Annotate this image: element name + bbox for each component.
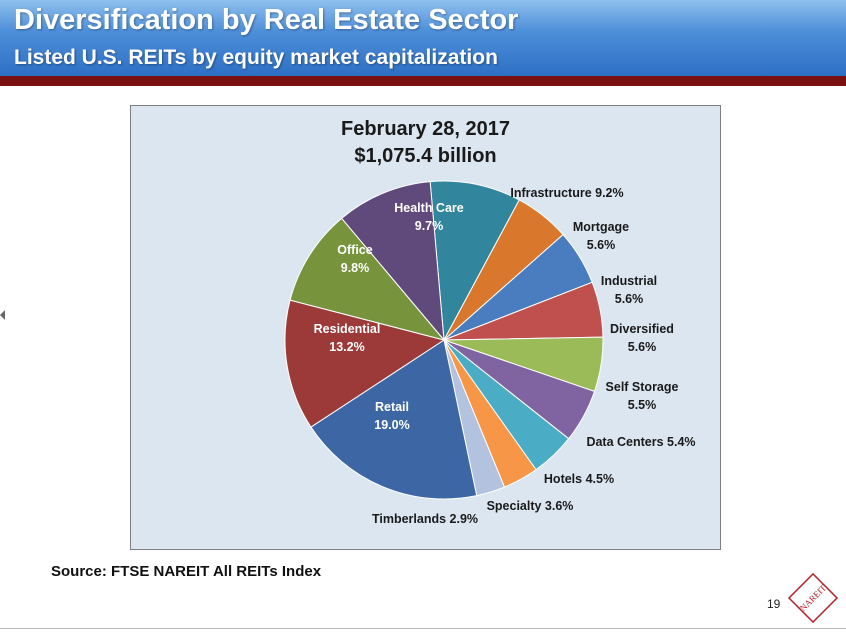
pie-label-timberlands: Timberlands 2.9% xyxy=(372,512,478,526)
chart-subtitle: $1,075.4 billion xyxy=(354,145,497,167)
pie-label-diversified: Diversified 5.6% xyxy=(610,322,674,354)
pie-label-hotels: Hotels 4.5% xyxy=(544,472,614,486)
slide-subtitle: Listed U.S. REITs by equity market capit… xyxy=(14,46,498,69)
pie-label-data-centers: Data Centers 5.4% xyxy=(586,435,695,449)
footer-divider xyxy=(0,628,846,629)
pie-slice-health-care xyxy=(340,181,445,342)
pie-label-mortgage: Mortgage 5.6% xyxy=(573,220,629,252)
slide-title: Diversification by Real Estate Sector xyxy=(14,4,519,36)
pie-label-self-storage: Self Storage 5.5% xyxy=(606,380,679,412)
chart-area: Infrastructure 9.2% Mortgage 5.6% Industria… xyxy=(130,105,721,550)
nareit-logo: NAREIT xyxy=(787,572,839,624)
left-arrow-icon xyxy=(0,310,5,320)
pie-label-residential: Residential 13.2% xyxy=(314,322,381,354)
pie-slice-residential xyxy=(284,299,446,428)
pie-label-retail: Retail 19.0% xyxy=(374,400,409,432)
page-number: 19 xyxy=(767,597,781,611)
pie-chart: Infrastructure 9.2% Mortgage 5.6% Industria… xyxy=(284,180,696,526)
pie-slice-infrastructure xyxy=(429,180,520,342)
source-note: Source: FTSE NAREIT All REITs Index xyxy=(51,563,322,580)
title-banner: Diversification by Real Estate Sector Li… xyxy=(0,0,846,76)
pie-slice-retail xyxy=(310,339,478,500)
chart-title: February 28, 2017 xyxy=(341,118,510,140)
pie-label-infrastructure: Infrastructure 9.2% xyxy=(510,186,623,200)
accent-bar xyxy=(0,76,846,86)
pie-label-industrial: Industrial 5.6% xyxy=(601,274,657,306)
pie-label-specialty: Specialty 3.6% xyxy=(487,499,574,513)
pie-label-office: Office 9.8% xyxy=(337,243,372,275)
pie-label-health-care: Health Care 9.7% xyxy=(394,201,464,233)
pie-slice-office xyxy=(289,217,446,341)
logo-text: NAREIT xyxy=(798,582,829,613)
